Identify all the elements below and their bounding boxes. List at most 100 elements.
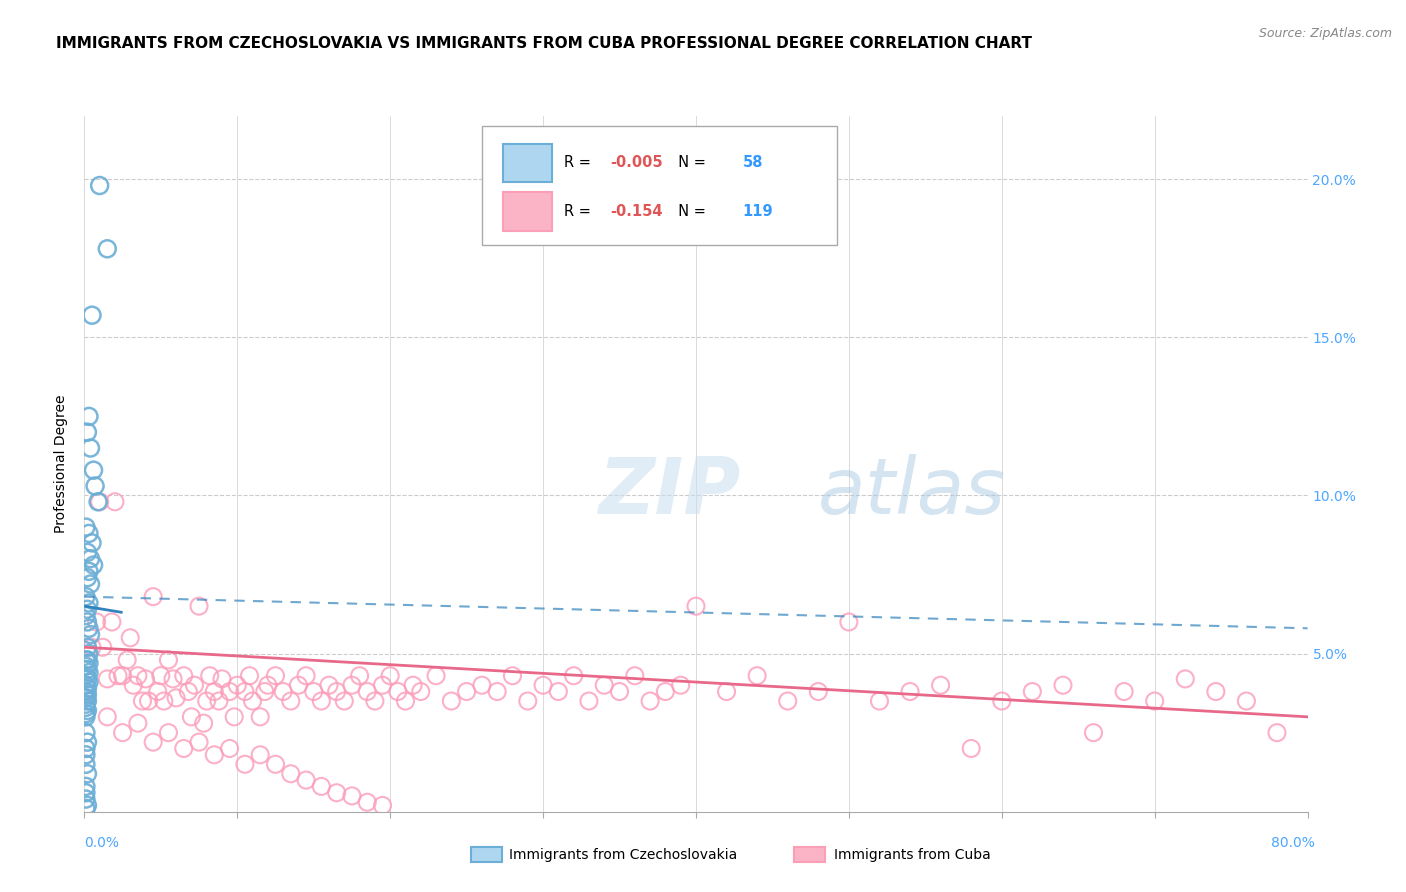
Point [716, 684, 738, 698]
Point [356, 684, 378, 698]
Point [486, 684, 509, 698]
Point [75, 801, 97, 815]
Point [1021, 684, 1043, 698]
Point [318, 678, 340, 692]
Point [325, 786, 347, 800]
Point [76, 704, 98, 718]
Point [157, 725, 180, 739]
Point [578, 694, 600, 708]
Point [193, 716, 215, 731]
Point [280, 694, 302, 708]
Point [280, 766, 302, 780]
Point [76, 653, 98, 667]
Point [838, 615, 860, 629]
Point [75, 710, 97, 724]
Point [226, 678, 249, 692]
Point [456, 684, 478, 698]
Point [80, 308, 103, 322]
Text: N =: N = [669, 203, 710, 219]
Point [638, 694, 661, 708]
Point [233, 757, 256, 772]
Point [371, 678, 394, 692]
Point [1052, 678, 1074, 692]
Point [202, 747, 225, 762]
Point [264, 669, 287, 683]
Point [153, 694, 176, 708]
Point [111, 669, 134, 683]
Point [80, 640, 103, 655]
Point [79, 627, 101, 641]
Point [149, 669, 172, 683]
Point [96, 672, 118, 686]
Point [75, 792, 97, 806]
Point [218, 741, 240, 756]
Point [77, 675, 100, 690]
Point [77, 647, 100, 661]
Text: 58: 58 [742, 155, 763, 170]
Point [1265, 725, 1288, 739]
Point [1205, 684, 1227, 698]
Point [76, 694, 98, 708]
Point [75, 590, 97, 604]
Point [340, 678, 363, 692]
Point [287, 678, 309, 692]
Text: Immigrants from Cuba: Immigrants from Cuba [834, 847, 990, 862]
Point [75, 741, 97, 756]
Point [75, 659, 97, 673]
Point [135, 672, 157, 686]
Point [516, 694, 538, 708]
Point [96, 710, 118, 724]
Point [311, 780, 333, 794]
Y-axis label: Professional Degree: Professional Degree [55, 394, 69, 533]
Point [807, 684, 830, 698]
Point [76, 571, 98, 585]
Point [165, 690, 187, 705]
Point [75, 700, 97, 714]
Point [502, 669, 524, 683]
Point [75, 690, 97, 705]
Point [295, 669, 318, 683]
Point [83, 463, 105, 477]
Point [76, 425, 98, 440]
Point [127, 669, 149, 683]
Point [562, 669, 585, 683]
Point [188, 735, 211, 749]
Point [425, 669, 447, 683]
Point [107, 669, 129, 683]
Point [654, 684, 676, 698]
Point [302, 684, 325, 698]
Text: -0.154: -0.154 [610, 203, 662, 219]
Point [180, 710, 202, 724]
Point [104, 495, 127, 509]
Point [402, 678, 425, 692]
Text: Source: ZipAtlas.com: Source: ZipAtlas.com [1258, 27, 1392, 40]
Point [96, 242, 118, 256]
Point [898, 684, 921, 698]
Point [76, 615, 98, 629]
Point [869, 694, 891, 708]
Point [142, 735, 165, 749]
Point [249, 710, 271, 724]
Point [75, 697, 97, 711]
Text: -0.005: -0.005 [610, 155, 664, 170]
Point [75, 520, 97, 534]
Point [76, 766, 98, 780]
Point [547, 684, 569, 698]
Point [208, 694, 231, 708]
Point [77, 526, 100, 541]
Point [77, 409, 100, 424]
Point [127, 716, 149, 731]
Text: R =: R = [564, 203, 595, 219]
Text: 0.0%: 0.0% [84, 836, 120, 850]
Point [295, 773, 318, 788]
Point [1174, 672, 1197, 686]
Point [776, 694, 799, 708]
Point [75, 786, 97, 800]
Point [75, 780, 97, 794]
Point [624, 669, 647, 683]
Point [747, 669, 769, 683]
Point [76, 798, 98, 813]
Point [253, 684, 276, 698]
Text: Immigrants from Czechoslovakia: Immigrants from Czechoslovakia [509, 847, 737, 862]
Point [183, 678, 205, 692]
